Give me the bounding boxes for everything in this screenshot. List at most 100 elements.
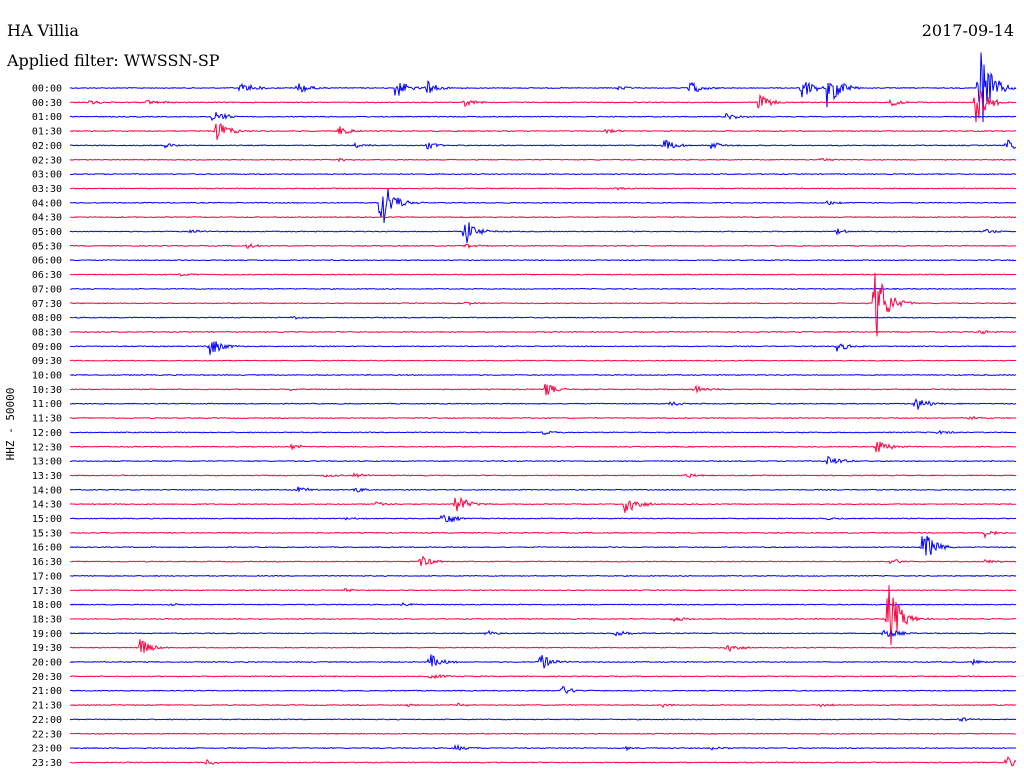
trace-row-1930 — [69, 639, 1017, 653]
trace-row-0000 — [69, 52, 1017, 123]
tick-label-1730: 17:30 — [32, 586, 62, 597]
trace-row-2130 — [70, 702, 1017, 709]
tick-label-0600: 06:00 — [32, 256, 62, 267]
tick-label-1900: 19:00 — [32, 629, 62, 640]
trace-row-1730 — [69, 588, 1017, 593]
trace-row-2300 — [69, 743, 1017, 752]
tick-label-2230: 22:30 — [32, 729, 62, 740]
trace-row-2030 — [69, 673, 1017, 680]
trace-row-1430 — [69, 496, 1017, 514]
trace-row-1400 — [69, 486, 1017, 493]
tick-label-2330: 23:30 — [32, 758, 62, 769]
tick-label-0430: 04:30 — [32, 213, 62, 224]
trace-row-0800 — [69, 315, 1017, 320]
tick-label-0330: 03:30 — [32, 184, 62, 195]
tick-label-0830: 08:30 — [32, 327, 62, 338]
trace-row-0730 — [69, 272, 1017, 337]
tick-label-0400: 04:00 — [32, 198, 62, 209]
trace-row-0330 — [69, 186, 1017, 191]
channel-axis-label: HHZ - 50000 — [4, 388, 17, 461]
trace-row-1100 — [69, 398, 1017, 410]
seismic-traces — [69, 52, 1017, 767]
tick-label-1930: 19:30 — [32, 643, 62, 654]
tick-label-1030: 10:30 — [32, 385, 62, 396]
trace-row-0900 — [69, 341, 1017, 355]
tick-label-2030: 20:30 — [32, 672, 62, 683]
trace-row-2100 — [69, 685, 1017, 694]
tick-label-0530: 05:30 — [32, 241, 62, 252]
tick-label-0200: 02:00 — [32, 141, 62, 152]
tick-label-0500: 05:00 — [32, 227, 62, 238]
tick-label-0300: 03:00 — [32, 170, 62, 181]
trace-row-0130 — [69, 123, 1017, 140]
trace-row-1500 — [69, 514, 1017, 523]
tick-label-1230: 12:30 — [32, 442, 62, 453]
trace-row-0230 — [69, 157, 1017, 163]
trace-row-1200 — [69, 429, 1017, 436]
tick-label-1300: 13:00 — [32, 457, 62, 468]
trace-row-1330 — [69, 472, 1017, 479]
tick-label-2130: 21:30 — [32, 701, 62, 712]
tick-label-0930: 09:30 — [32, 356, 62, 367]
trace-row-2200 — [69, 717, 1017, 723]
trace-row-1300 — [69, 455, 1017, 465]
tick-label-2300: 23:00 — [32, 744, 62, 755]
trace-row-0100 — [69, 112, 1017, 122]
tick-label-0230: 02:30 — [32, 155, 62, 166]
trace-row-2230 — [69, 732, 1017, 735]
trace-row-0530 — [69, 242, 1017, 250]
trace-row-0430 — [69, 216, 1017, 219]
tick-label-2000: 20:00 — [32, 658, 62, 669]
tick-label-1600: 16:00 — [32, 543, 62, 554]
trace-row-1830 — [69, 585, 1017, 646]
tick-label-1130: 11:30 — [32, 414, 62, 425]
trace-row-0600 — [69, 259, 1017, 262]
tick-label-1200: 12:00 — [32, 428, 62, 439]
tick-label-0700: 07:00 — [32, 284, 62, 295]
tick-label-1800: 18:00 — [32, 600, 62, 611]
trace-row-0830 — [69, 330, 1017, 335]
tick-label-1100: 11:00 — [32, 399, 62, 410]
trace-row-0200 — [69, 139, 1017, 150]
trace-row-1600 — [69, 535, 1017, 556]
trace-row-1800 — [69, 602, 1017, 607]
tick-label-0900: 09:00 — [32, 342, 62, 353]
filter-subtitle: Applied filter: WWSSN-SP — [6, 51, 220, 70]
trace-row-1130 — [69, 415, 1017, 421]
tick-label-1000: 10:00 — [32, 371, 62, 382]
trace-row-0400 — [69, 188, 1017, 223]
tick-label-0730: 07:30 — [32, 299, 62, 310]
trace-row-1030 — [69, 383, 1017, 396]
tick-label-1530: 15:30 — [32, 528, 62, 539]
trace-row-2330 — [69, 756, 1017, 767]
tick-label-0130: 01:30 — [32, 127, 62, 138]
tick-label-1830: 18:30 — [32, 614, 62, 625]
tick-label-0800: 08:00 — [32, 313, 62, 324]
tick-label-1430: 14:30 — [32, 500, 62, 511]
trace-row-0630 — [69, 273, 1017, 277]
tick-label-1500: 15:00 — [32, 514, 62, 525]
trace-row-2000 — [69, 654, 1017, 669]
station-title: HA Villia — [7, 21, 79, 40]
trace-row-1230 — [69, 441, 1017, 453]
tick-label-0030: 00:30 — [32, 98, 62, 109]
tick-label-1400: 14:00 — [32, 485, 62, 496]
plot-date: 2017-09-14 — [922, 21, 1014, 40]
trace-row-0300 — [69, 173, 1017, 176]
tick-label-0100: 01:00 — [32, 112, 62, 123]
trace-row-1630 — [69, 555, 1017, 567]
trace-row-0500 — [69, 222, 1017, 244]
trace-row-0700 — [69, 287, 1017, 290]
tick-label-1330: 13:30 — [32, 471, 62, 482]
trace-row-1900 — [69, 629, 1017, 638]
trace-row-0930 — [69, 359, 1017, 362]
tick-label-0630: 06:30 — [32, 270, 62, 281]
tick-label-0000: 00:00 — [32, 84, 62, 95]
tick-label-1700: 17:00 — [32, 571, 62, 582]
trace-row-1000 — [69, 373, 1017, 377]
time-tick-labels: 00:00 00:30 01:00 01:30 02:00 02:30 03:00 03:30… — [32, 84, 62, 769]
tick-label-1630: 16:30 — [32, 557, 62, 568]
trace-row-0030 — [69, 91, 1017, 123]
trace-row-1530 — [69, 530, 1017, 540]
